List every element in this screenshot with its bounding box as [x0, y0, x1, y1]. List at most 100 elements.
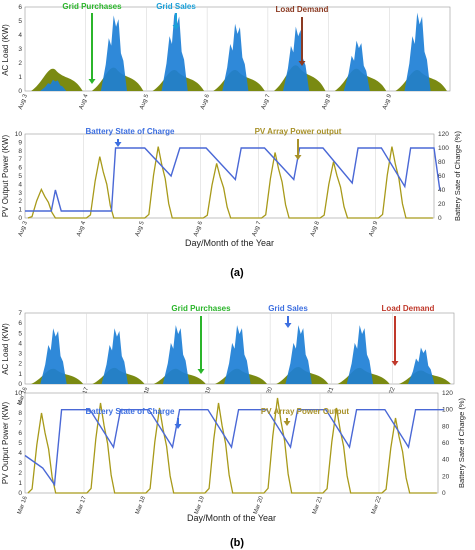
y-tick-label: 1 [18, 74, 22, 81]
y-tick-label: 4 [18, 32, 22, 39]
annotation-arrow-head [88, 79, 96, 84]
grid-sales-area [101, 328, 128, 384]
x-tick-label: Aug 8 [310, 220, 321, 237]
y-axis-label: PV Output Power (KW) [1, 402, 10, 485]
caption-a: (a) [230, 267, 244, 279]
y-tick-label: 0 [18, 381, 22, 388]
annotation-label: Battery State of Charge [86, 407, 175, 416]
y-tick-label: 6 [18, 320, 22, 327]
annotation-label: Grid Purchases [171, 304, 231, 313]
x-tick-label: Mar 16 [17, 495, 29, 515]
x-tick-label: Aug 5 [139, 93, 150, 110]
grid-sales-area [40, 328, 67, 384]
y-tick-label: 9 [18, 139, 22, 146]
annotation-arrow-head [298, 61, 306, 66]
annotation-label: PV Array Power output [255, 127, 342, 136]
annotation-label: Grid Sales [268, 304, 308, 313]
y-tick-label: 4 [18, 450, 22, 457]
x-tick-label: Aug 5 [135, 220, 146, 237]
grid-sales-area [161, 12, 188, 92]
y-axis-label: AC Load (KW) [1, 323, 10, 375]
x-tick-label: Mar 21 [312, 495, 324, 515]
y-tick-label: 5 [18, 18, 22, 25]
grid-sales-area [40, 79, 67, 91]
annotation-label: Battery State of Charge [86, 127, 175, 136]
x-tick-label: Aug 3 [18, 220, 29, 237]
annotation-arrow-head [174, 424, 182, 429]
y-tick-label: 1 [18, 371, 22, 378]
annotation-label: PV Array Power Output [261, 407, 350, 416]
x-tick-label: Aug 4 [76, 220, 87, 237]
annotation-label: Grid Purchases [62, 2, 122, 11]
y2-tick-label: 120 [442, 390, 453, 397]
y2-axis-label: Battery Sate of Charge (%) [453, 130, 462, 221]
annotation-arrow-head [283, 421, 291, 426]
y2-tick-label: 20 [442, 473, 450, 480]
y-tick-label: 0 [18, 490, 22, 497]
y-tick-label: 7 [18, 156, 22, 163]
y2-tick-label: 0 [438, 215, 442, 222]
y2-tick-label: 20 [438, 201, 446, 208]
y2-tick-label: 120 [438, 131, 449, 138]
annotation-label: Load Demand [382, 304, 435, 313]
x-tick-label: Aug 3 [18, 93, 29, 110]
y2-tick-label: 60 [438, 173, 446, 180]
x-tick-label: Mar 22 [371, 495, 383, 515]
y-tick-label: 3 [18, 190, 22, 197]
y-tick-label: 8 [18, 148, 22, 155]
y-tick-label: 0 [18, 88, 22, 95]
pv-output-line [27, 397, 437, 494]
battery-soc-line [24, 408, 444, 487]
x-tick-label: Mar 17 [76, 495, 88, 515]
y-tick-label: 2 [18, 470, 22, 477]
y2-tick-label: 100 [442, 407, 453, 414]
y-tick-label: 5 [18, 173, 22, 180]
y2-tick-label: 80 [442, 423, 450, 430]
y-tick-label: 10 [15, 390, 23, 397]
annotation-arrow-head [172, 25, 180, 30]
battery-soc-line [25, 147, 441, 212]
grid-sales-area [224, 325, 251, 384]
y-tick-label: 7 [18, 420, 22, 427]
grid-sales-area [283, 26, 310, 92]
y-axis-label: PV Output Power (KW) [1, 135, 10, 218]
y-tick-label: 6 [18, 165, 22, 172]
x-tick-label: Aug 6 [200, 93, 211, 110]
annotation-arrow-head [391, 361, 399, 366]
x-axis-label: Day/Month of the Year [187, 513, 276, 523]
x-tick-label: Aug 4 [79, 93, 90, 110]
y2-tick-label: 80 [438, 159, 446, 166]
grid-sales-area [162, 325, 190, 384]
y-tick-label: 3 [18, 351, 22, 358]
grid-sales-area [285, 325, 312, 384]
x-tick-label: Aug 6 [193, 220, 204, 237]
y-tick-label: 2 [18, 198, 22, 205]
annotation-label: Grid Sales [156, 2, 196, 11]
y-tick-label: 1 [18, 207, 22, 214]
y-tick-label: 4 [18, 181, 22, 188]
y-tick-label: 6 [18, 4, 22, 11]
y-axis-label: AC Load (KW) [1, 24, 10, 76]
y-tick-label: 9 [18, 400, 22, 407]
y2-tick-label: 40 [442, 457, 450, 464]
annotation-label: Load Demand [276, 5, 329, 14]
grid-sales-area [343, 40, 370, 91]
panel-a-load-chart: 0 1 2 3 4 5 6 AC Load (KW) Aug 3 Aug 4 Aug 5 Aug 6 A… [1, 2, 451, 110]
x-axis-label: Day/Month of the Year [185, 238, 274, 248]
grid-sales-area [408, 347, 435, 384]
y-tick-label: 5 [18, 440, 22, 447]
y-tick-label: 7 [18, 310, 22, 317]
plot-frame [24, 133, 435, 219]
y2-tick-label: 40 [438, 187, 446, 194]
grid-sales-area [346, 325, 374, 384]
y-tick-label: 2 [18, 361, 22, 368]
annotation-arrow-head [114, 142, 122, 147]
y-tick-label: 6 [18, 430, 22, 437]
y-tick-label: 8 [18, 410, 22, 417]
y2-tick-label: 0 [442, 490, 446, 497]
y2-axis-label: Battery Sate of Charge (%) [457, 397, 466, 488]
y-tick-label: 10 [15, 131, 23, 138]
annotation-arrow-head [284, 323, 292, 328]
